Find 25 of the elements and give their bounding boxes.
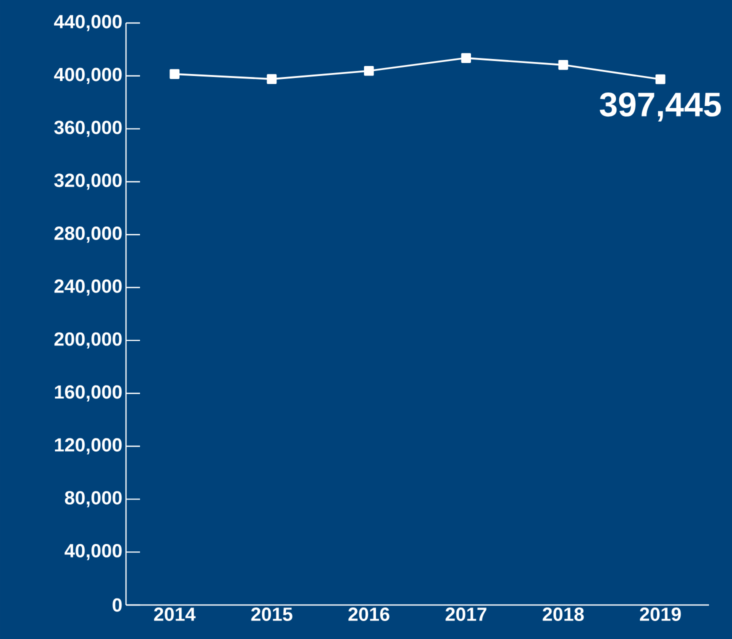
x-tick-label: 2015 bbox=[251, 608, 292, 621]
point bbox=[170, 69, 180, 79]
y-tick-label: 40,000 bbox=[64, 544, 122, 560]
x-tick-label: 2017 bbox=[446, 608, 486, 621]
point bbox=[364, 66, 374, 76]
y-tick-label: 240,000 bbox=[54, 279, 122, 296]
x-tick-label: 2019 bbox=[640, 608, 681, 621]
x-tick-label: 2014 bbox=[154, 608, 196, 621]
x-tick-label: 2016 bbox=[348, 608, 390, 621]
y-tick-label: 360,000 bbox=[54, 120, 122, 137]
y-tick-label: 320,000 bbox=[54, 174, 122, 190]
point bbox=[461, 53, 471, 63]
point bbox=[266, 74, 277, 84]
point bbox=[558, 60, 568, 70]
data-label: 397,445 bbox=[600, 92, 721, 122]
y-tick-label: 400,000 bbox=[54, 68, 122, 84]
y-tick-label: 160,000 bbox=[54, 385, 122, 402]
y-tick-label: 280,000 bbox=[54, 226, 122, 243]
x-tick-label: 2018 bbox=[542, 608, 584, 621]
y-tick-label: 120,000 bbox=[54, 438, 122, 454]
y-tick-label: 440,000 bbox=[54, 14, 122, 32]
y-tick-label: 80,000 bbox=[64, 491, 122, 508]
y-tick-label: 200,000 bbox=[54, 332, 122, 349]
point bbox=[656, 74, 666, 84]
y-tick-label: 0 bbox=[112, 598, 122, 612]
